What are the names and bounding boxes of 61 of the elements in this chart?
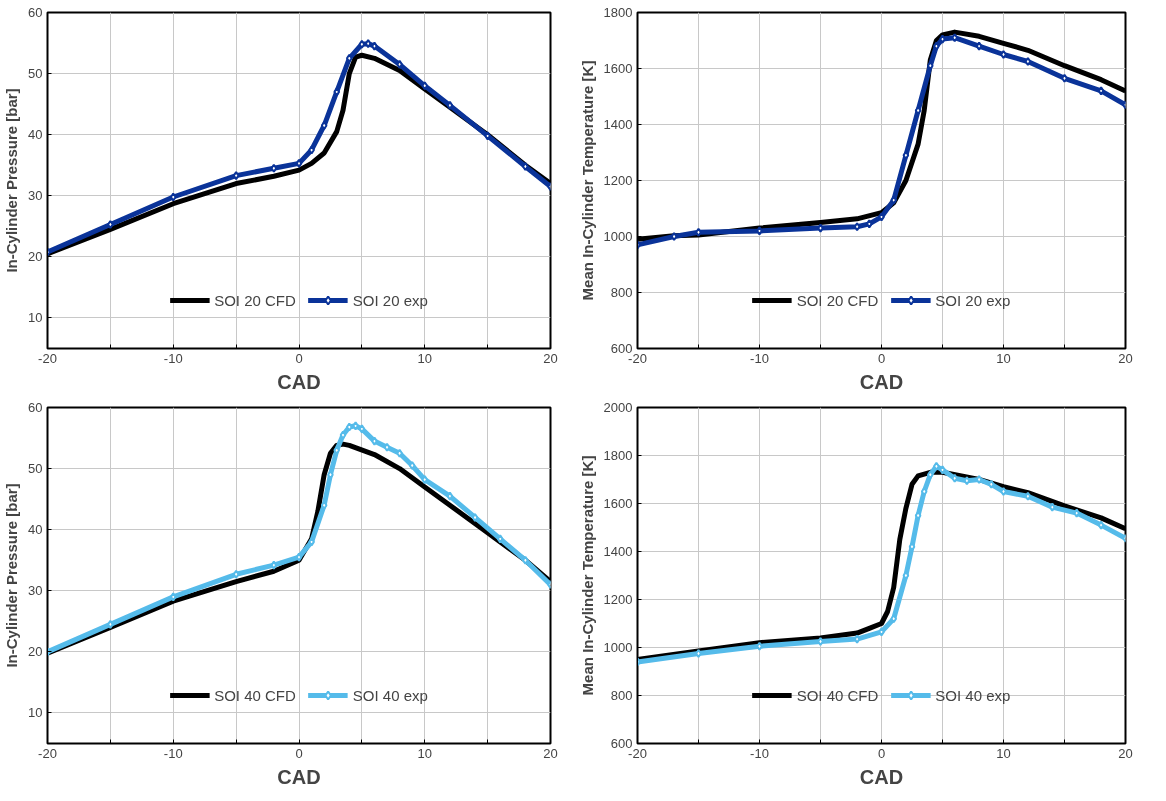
x-tick-label: -20	[38, 350, 57, 366]
y-tick-label: 600	[610, 341, 633, 356]
y-tick-label: 30	[28, 188, 43, 204]
y-tick-label: 60	[28, 400, 43, 415]
y-tick-label: 800	[610, 688, 633, 703]
y-axis-title: In-Cylinder Pressure [bar]	[3, 88, 21, 273]
y-tick-label: 60	[28, 5, 43, 20]
legend-label: SOI 20 CFD	[796, 291, 879, 309]
x-axis-title: CAD	[277, 370, 321, 393]
y-tick-label: 20	[28, 644, 43, 660]
x-tick-label: 0	[877, 350, 886, 366]
y-tick-label: 1600	[603, 496, 633, 511]
x-tick-label: 0	[295, 350, 303, 366]
y-tick-label: 1400	[603, 544, 633, 559]
legend-label: SOI 20 exp	[352, 291, 428, 309]
y-tick-label: 1800	[603, 5, 633, 20]
x-axis-title: CAD	[859, 765, 904, 788]
legend-label: SOI 40 exp	[935, 686, 1011, 704]
x-tick-label: 0	[877, 745, 886, 761]
y-axis-title: In-Cylinder Pressure [bar]	[3, 483, 21, 668]
y-tick-label: 1000	[603, 640, 633, 655]
y-axis-title: Mean In-Cylinder Temperature [K]	[578, 60, 596, 301]
legend-label: SOI 20 exp	[935, 291, 1011, 309]
y-tick-label: 40	[28, 522, 43, 538]
y-tick-label: 50	[28, 461, 43, 477]
y-tick-label: 800	[610, 285, 633, 300]
y-tick-label: 1400	[603, 117, 633, 132]
x-tick-label: -10	[163, 350, 183, 366]
x-axis-title: CAD	[859, 370, 904, 393]
x-tick-label: 20	[1118, 745, 1133, 761]
x-tick-label: -10	[750, 350, 769, 366]
x-tick-label: -10	[750, 745, 769, 761]
y-tick-label: 40	[28, 127, 43, 143]
x-tick-label: 10	[417, 745, 432, 761]
y-tick-label: 1800	[603, 448, 633, 463]
x-tick-label: 20	[543, 350, 558, 366]
x-tick-label: 10	[996, 350, 1011, 366]
x-tick-label: 10	[996, 745, 1011, 761]
x-axis-title: CAD	[277, 765, 321, 788]
x-tick-label: 0	[295, 745, 303, 761]
x-tick-label: -20	[38, 745, 57, 761]
x-tick-label: -10	[163, 745, 183, 761]
y-tick-label: 30	[28, 583, 43, 599]
y-tick-label: 1600	[603, 61, 633, 76]
y-tick-label: 1200	[603, 173, 633, 188]
x-tick-label: 20	[1118, 350, 1133, 366]
legend-label: SOI 40 exp	[352, 686, 428, 704]
y-tick-label: 2000	[603, 400, 633, 415]
y-tick-label: 1000	[603, 229, 633, 244]
x-tick-label: 20	[543, 745, 558, 761]
y-tick-label: 600	[610, 736, 633, 751]
y-tick-label: 20	[28, 249, 43, 265]
y-tick-label: 10	[28, 705, 43, 721]
y-tick-label: 1200	[603, 592, 633, 607]
y-axis-title: Mean In-Cylinder Temperature [K]	[578, 455, 596, 696]
legend-label: SOI 40 CFD	[214, 686, 296, 704]
y-tick-label: 50	[28, 66, 43, 82]
legend-label: SOI 20 CFD	[214, 291, 296, 309]
legend-label: SOI 40 CFD	[796, 686, 879, 704]
y-tick-label: 10	[28, 310, 43, 326]
x-tick-label: 10	[417, 350, 432, 366]
